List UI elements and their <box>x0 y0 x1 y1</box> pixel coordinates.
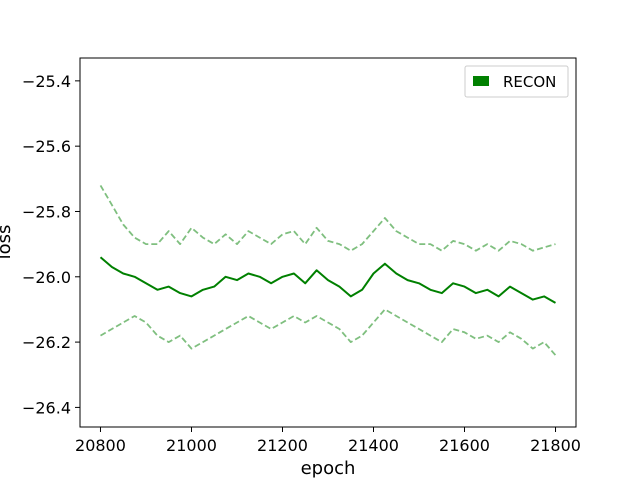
x-tick-label: 21000 <box>166 436 217 455</box>
y-axis: −26.4 −26.2 −26.0 −25.8 −25.6 −25.4 <box>22 72 80 417</box>
y-tick-label: −26.4 <box>22 398 71 417</box>
legend-box <box>464 65 569 98</box>
x-axis-label: epoch <box>301 458 356 479</box>
y-axis-label: loss <box>0 225 15 260</box>
legend: RECON <box>464 65 569 98</box>
y-tick-label: −25.8 <box>22 202 71 221</box>
band-line-2 <box>100 308 557 356</box>
plot-frame <box>79 57 577 428</box>
x-axis: 20800 21000 21200 21400 21600 21800 <box>75 427 581 455</box>
y-tick-label: −25.4 <box>22 72 71 91</box>
y-tick-label: −25.6 <box>22 137 71 156</box>
legend-swatch-recon <box>473 76 489 86</box>
x-tick-label: 21400 <box>348 436 399 455</box>
legend-label-recon: RECON <box>503 73 556 91</box>
band-line-1 <box>99 184 556 252</box>
x-tick-label: 21600 <box>439 436 490 455</box>
x-tick-label: 21800 <box>530 436 581 455</box>
recon-series <box>99 256 556 304</box>
y-tick-label: −26.0 <box>22 268 71 287</box>
recon-band-series <box>99 184 557 356</box>
y-tick-label: −26.2 <box>22 333 71 352</box>
x-tick-label: 20800 <box>75 436 126 455</box>
x-tick-label: 21200 <box>257 436 308 455</box>
recon-line <box>99 256 556 304</box>
